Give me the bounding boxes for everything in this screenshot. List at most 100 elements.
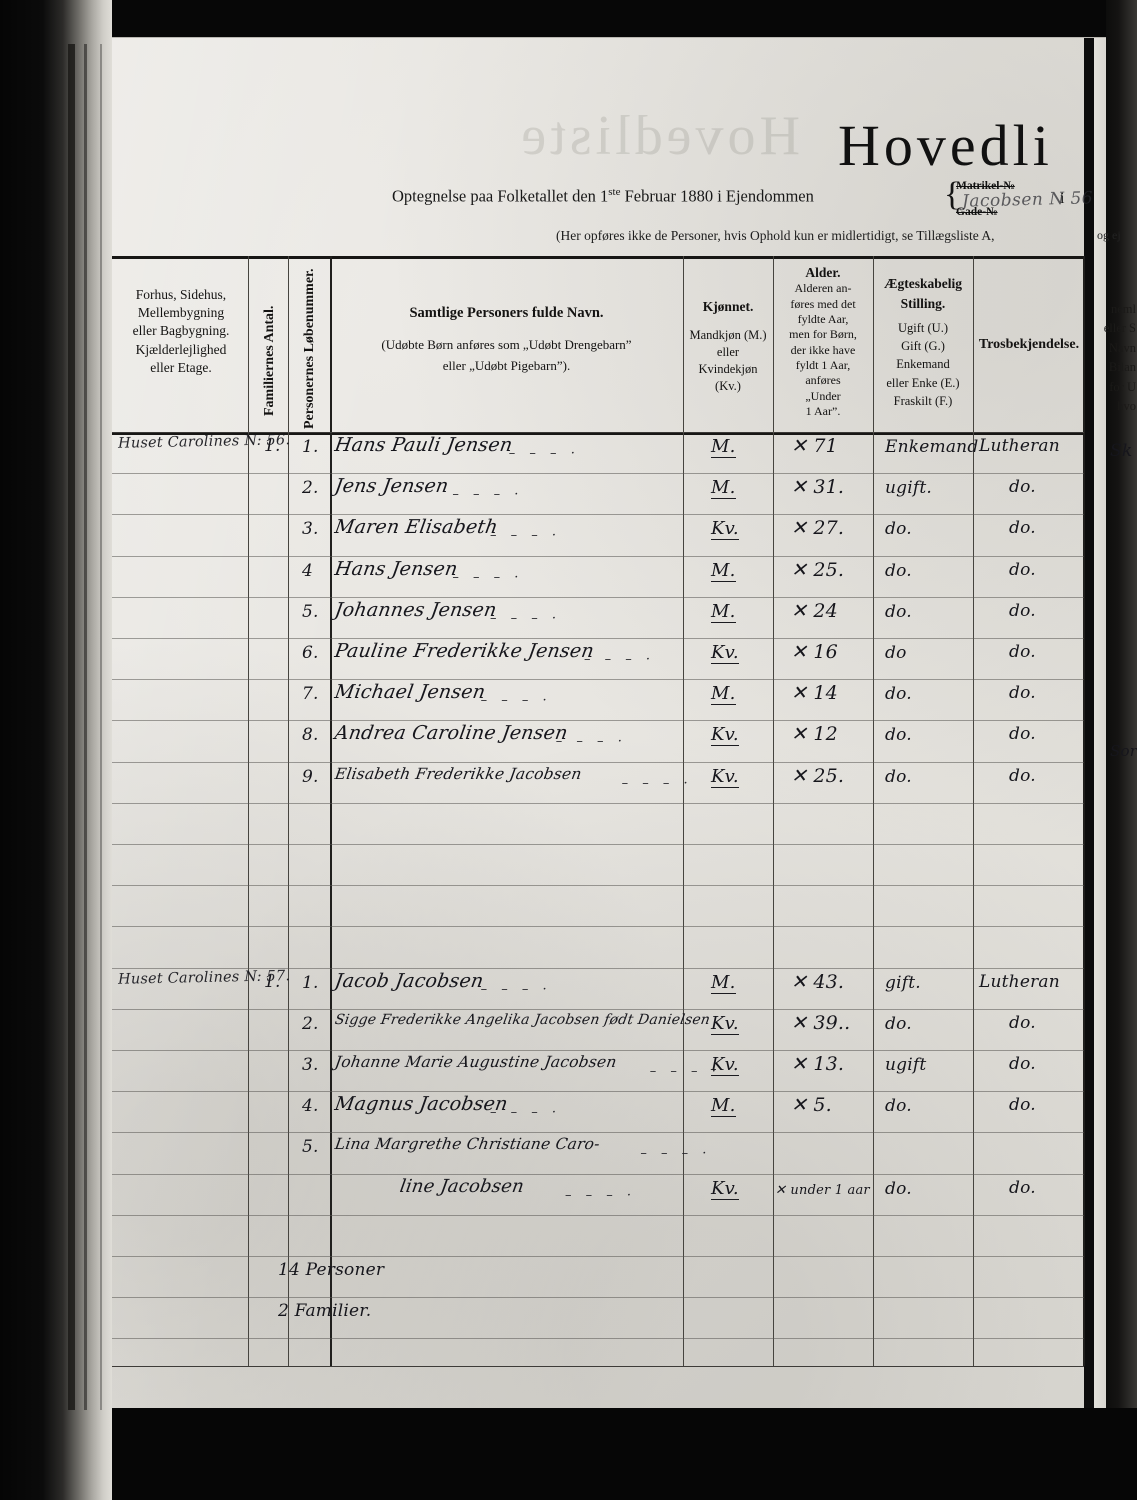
header-marital-title2: Stilling. — [900, 295, 946, 311]
table-top-rule — [112, 256, 1084, 259]
row-rule — [112, 596, 1084, 598]
header-age-l5: der ikke have — [790, 342, 856, 357]
header-marital: Ægteskabelig Stilling. Ugift (U.) Gift (… — [876, 274, 970, 410]
header-age-l2: føres med det — [790, 296, 856, 311]
header-bottom-rule — [112, 432, 1084, 435]
sex-cell: Kv. — [711, 518, 739, 541]
faith-cell: do. — [1009, 600, 1036, 621]
name-leader-dots: – – – · — [490, 1105, 562, 1121]
sex-cell: Kv. — [711, 765, 739, 788]
age-cell: ✕ 12 — [791, 723, 838, 746]
sex-cell: M. — [711, 559, 736, 582]
truncated-right-l6: hvo — [1117, 398, 1136, 413]
subtitle-day: 1 — [600, 186, 609, 206]
age-cell: ✕ 16 — [791, 641, 838, 663]
faith-cell: do. — [1009, 1012, 1036, 1033]
age-cell: ✕ 25. — [791, 558, 845, 581]
marital-status-cell: Enkemand — [885, 437, 979, 457]
person-name-cell: Maren Elisabeth — [333, 516, 500, 539]
subtitle-suffix: Februar 1880 i Ejendommen — [620, 186, 814, 206]
row-rule — [112, 926, 1084, 928]
row-rule — [112, 1338, 1084, 1340]
scan-bottom-edge — [0, 1408, 1137, 1500]
subtitle-day-suffix: ste — [608, 186, 621, 198]
header-names-title: Samtlige Personers fulde Navn. — [409, 305, 604, 321]
faith-cell: do. — [1009, 518, 1036, 539]
header-age-l3: fyldte Aar, — [797, 311, 849, 326]
faith-cell: do. — [1009, 1054, 1036, 1074]
gade-label: Gade-№ — [956, 206, 998, 218]
name-leader-dots: – – – · — [490, 528, 562, 544]
faith-cell: Lutheran — [979, 436, 1060, 456]
name-leader-dots: – – – · — [649, 1064, 721, 1079]
right-margin-mark-1: Sk — [1110, 441, 1133, 461]
page-seam — [1084, 38, 1094, 1410]
faith-cell: do. — [1009, 724, 1036, 745]
name-leader-dots: – – – · — [480, 981, 552, 997]
header-family-count: Familiernes Antal. — [262, 305, 277, 416]
marital-status-cell: do. — [885, 1013, 912, 1034]
name-leader-dots: – – – · — [452, 569, 524, 585]
row-rule — [112, 1173, 1084, 1175]
header-age-l9: 1 Aar”. — [805, 404, 841, 419]
age-cell: ✕ 5. — [791, 1094, 832, 1117]
row-rule — [112, 1256, 1084, 1257]
sex-cell: Kv. — [711, 1054, 739, 1076]
sex-cell: Kv. — [711, 724, 739, 747]
faith-cell: do. — [1009, 559, 1036, 580]
row-rule — [112, 1214, 1084, 1216]
age-cell: ✕ 13. — [791, 1053, 845, 1075]
person-number-cell: 4. — [302, 1096, 319, 1117]
header-faith-title: Trosbekjendelse. — [978, 337, 1080, 352]
header-dwelling-l4: Kjælderlejlighed — [135, 341, 227, 357]
person-number-cell: 5. — [302, 601, 319, 622]
header-sex-l1: Mandkjøn (M.) — [689, 328, 767, 343]
faith-cell: do. — [1009, 477, 1036, 498]
header-age: Alder. Alderen an- føres med det fyldte … — [776, 264, 870, 420]
header-sex-l2: eller — [716, 345, 740, 360]
truncated-right-l3: Navn — [1108, 340, 1136, 355]
header-marital-title1: Ægteskabelig — [883, 276, 962, 291]
name-leader-dots: – – – · — [565, 1187, 637, 1203]
name-leader-dots: – – – · — [640, 1146, 712, 1162]
person-number-cell: 6. — [302, 643, 319, 663]
marital-status-cell: do. — [885, 766, 912, 787]
row-rule — [112, 1008, 1084, 1010]
marital-status-cell: gift. — [885, 972, 921, 993]
sex-cell: M. — [711, 1095, 736, 1118]
row-rule — [112, 1091, 1084, 1093]
row-rule — [112, 1297, 1084, 1299]
name-leader-dots: – – – · — [480, 693, 552, 709]
header-names: Samtlige Personers fulde Navn. (Udøbte B… — [334, 304, 679, 375]
faith-cell: do. — [1009, 765, 1036, 786]
book-gutter — [0, 0, 112, 1500]
header-dwelling-l5: eller Etage. — [150, 359, 212, 375]
header-age-l1: Alderen an- — [794, 281, 852, 296]
header-dwelling: Forhus, Sidehus, Mellembygning eller Bag… — [116, 286, 246, 377]
matrikel-handwritten-value: Jacobsen N 56 — [961, 188, 1094, 212]
subtitle-i-word: i — [1060, 190, 1065, 207]
marital-status-cell: do. — [885, 684, 912, 705]
person-number-cell: 1. — [302, 972, 319, 993]
subtitle-prefix: Optegnelse paa Folketallet den — [392, 186, 601, 206]
name-leader-dots: – – – · — [490, 610, 562, 626]
person-number-cell: 4 — [302, 560, 314, 581]
name-leader-dots: – – – · — [621, 775, 693, 791]
bleedthrough-ghost-text: Hovedliste — [517, 105, 800, 167]
header-faith: Trosbekjendelse. — [976, 336, 1082, 355]
col-rule-personnum — [288, 256, 289, 1366]
person-number-cell: 9. — [302, 766, 319, 787]
header-age-l6: fyldt 1 Aar, — [795, 358, 851, 373]
marital-status-cell: do. — [885, 560, 912, 581]
name-leader-dots: – – – · — [452, 487, 524, 503]
row-rule — [112, 514, 1084, 516]
header-note: (Her opføres ikke de Personer, hvis Opho… — [556, 228, 995, 243]
sex-cell: M. — [711, 683, 736, 706]
marital-status-cell: ugift. — [885, 478, 932, 499]
sex-cell: M. — [711, 436, 736, 458]
row-rule — [112, 1050, 1084, 1051]
header-marital-l4: eller Enke (E.) — [886, 375, 960, 390]
person-name-cell: Magnus Jacobsen — [333, 1093, 510, 1116]
page-title: Hovedli — [838, 113, 1053, 178]
age-cell: ✕ under 1 aar — [775, 1182, 870, 1198]
